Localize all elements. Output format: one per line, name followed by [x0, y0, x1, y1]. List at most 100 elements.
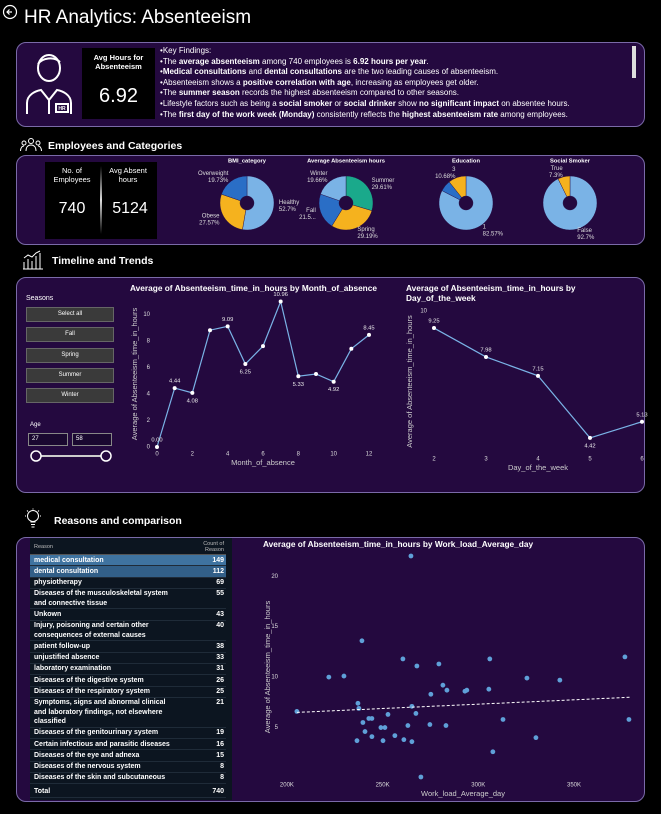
count-cell: 21	[180, 697, 226, 728]
total-cell: 740	[180, 783, 226, 799]
table-row[interactable]: Diseases of the skin and subcutaneous 8	[30, 772, 226, 785]
card-label: Avg Absent hours	[109, 166, 147, 184]
finding-text: records the highest absenteeism compared…	[239, 88, 459, 98]
finding-text: social smoker	[278, 98, 333, 108]
reason-cell: Diseases of the skin and subcutaneous	[30, 772, 180, 785]
table-row[interactable]: dental consultation 112	[30, 565, 226, 578]
reason-cell: medical consultation	[30, 554, 180, 567]
count-cell: 8	[180, 772, 226, 785]
section-title: Reasons and comparison	[54, 515, 182, 527]
finding-text: show	[395, 98, 419, 108]
table-row[interactable]: Certain infectious and parasitic disease…	[30, 738, 226, 751]
slicer-button[interactable]: Fall	[26, 327, 114, 343]
bulb-icon	[25, 508, 41, 528]
reason-cell: Unkown	[30, 608, 180, 621]
table-row[interactable]: unjustified absence 33	[30, 652, 226, 664]
total-cell: Total	[30, 783, 180, 799]
finding-text: average absenteeism	[178, 56, 260, 66]
reason-cell: physiotherapy	[30, 577, 180, 589]
reason-cell: Diseases of the nervous system	[30, 761, 180, 773]
scrollbar[interactable]	[632, 46, 636, 78]
count-cell: 8	[180, 761, 226, 773]
count-cell: 25	[180, 686, 226, 698]
finding-line: The average absenteeism among 740 employ…	[160, 57, 630, 68]
count-cell: 31	[180, 663, 226, 676]
table-row[interactable]: Diseases of the respiratory system 25	[30, 686, 226, 698]
count-cell: 40	[180, 620, 226, 642]
table-row[interactable]: physiotherapy 69	[30, 577, 226, 589]
table: Reason Count of Reason medical consultatio…	[30, 538, 226, 799]
finding-text: consistently reflects the	[314, 109, 402, 119]
finding-text: or	[332, 98, 344, 108]
finding-text: The	[162, 88, 179, 98]
finding-line: Absenteeism shows a positive correlation…	[160, 78, 630, 89]
slicer-title: Seasons	[26, 295, 54, 302]
table-row[interactable]: Diseases of the digestive system 26	[30, 674, 226, 687]
range-min-input[interactable]: 27	[28, 433, 68, 446]
finding-text: Medical consultations	[162, 67, 247, 77]
finding-text: dental consultations	[264, 67, 342, 77]
table-row[interactable]: Symptoms, signs and abnormal clinical an…	[30, 697, 226, 728]
table-row[interactable]: patient follow-up 38	[30, 640, 226, 653]
count-cell: 33	[180, 652, 226, 664]
card-value: 740	[58, 200, 86, 217]
finding-line: The first day of the work week (Monday) …	[160, 110, 630, 121]
table-row[interactable]: Diseases of the genitourinary system 19	[30, 727, 226, 740]
table-row[interactable]: Diseases of the musculoskeletal system a…	[30, 588, 226, 610]
reason-cell: Diseases of the eye and adnexa	[30, 749, 180, 762]
count-cell: 55	[180, 588, 226, 610]
reason-cell: patient follow-up	[30, 640, 180, 653]
finding-text: Absenteeism shows a	[162, 77, 243, 87]
reason-cell: Injury, poisoning and certain other cons…	[30, 620, 180, 642]
count-cell: 26	[180, 674, 226, 687]
table-row[interactable]: medical consultation 149	[30, 554, 226, 567]
reason-cell: Symptoms, signs and abnormal clinical an…	[30, 697, 180, 728]
kpi-value: 6.92	[99, 85, 138, 107]
reason-cell: Certain infectious and parasitic disease…	[30, 738, 180, 751]
back-button[interactable]	[2, 4, 18, 20]
slicer-button[interactable]: Summer	[26, 367, 114, 383]
count-cell: 149	[180, 554, 226, 567]
section-title: Employees and Categories	[48, 140, 183, 152]
table-row[interactable]: Unkown 43	[30, 608, 226, 621]
column-header: Count of Reason	[180, 538, 226, 555]
header-row: Reason Count of Reason	[30, 538, 226, 555]
count-cell: 112	[180, 565, 226, 578]
people-icon	[20, 138, 42, 152]
count-cell: 16	[180, 738, 226, 751]
reason-table: Reason Count of Reason medical consultatio…	[30, 538, 232, 800]
finding-text: first day of the work week (Monday)	[178, 109, 315, 119]
table-row[interactable]: Diseases of the eye and adnexa 15	[30, 749, 226, 762]
finding-line: Medical consultations and dental consult…	[160, 67, 630, 78]
count-cell: 15	[180, 749, 226, 762]
range-slider[interactable]	[28, 449, 114, 463]
table-row[interactable]: laboratory examination 31	[30, 663, 226, 676]
finding-text: .	[426, 56, 429, 66]
chart-title: Average of Absenteeism_time_in_hours by …	[263, 539, 534, 549]
kpi-card: Avg Hours for Absenteeism 6.92	[82, 48, 155, 119]
range-max-input[interactable]: 58	[72, 433, 112, 446]
finding-text: and	[246, 67, 265, 77]
finding-line: Lifestyle factors such as being a social…	[160, 99, 630, 110]
count-cell: 43	[180, 608, 226, 621]
chart-title: Average of Absenteeism_time_in_hours by …	[130, 283, 377, 293]
count-cell: 38	[180, 640, 226, 653]
reason-cell: unjustified absence	[30, 652, 180, 664]
reason-cell: Diseases of the musculoskeletal system a…	[30, 588, 180, 610]
finding-text: highest absenteeism rate	[402, 109, 499, 119]
count-cell: 69	[180, 577, 226, 589]
table-row[interactable]: Injury, poisoning and certain other cons…	[30, 620, 226, 642]
card-label: No. of Employees	[53, 166, 91, 184]
finding-line: The summer season records the highest ab…	[160, 88, 630, 99]
slicer-button[interactable]: Spring	[26, 347, 114, 363]
slicer-button[interactable]: Winter	[26, 388, 114, 404]
slicer-button[interactable]: Select all	[26, 307, 114, 322]
finding-text: among employees.	[498, 109, 568, 119]
svg-text:HR: HR	[58, 106, 66, 112]
finding-text: are the two leading causes of absenteeis…	[341, 67, 499, 77]
finding-text: 6.92 hours per year	[353, 56, 427, 66]
divider	[100, 166, 102, 234]
finding-text: summer season	[178, 88, 240, 98]
finding-text: The	[162, 109, 179, 119]
table-row[interactable]: Diseases of the nervous system 8	[30, 761, 226, 773]
